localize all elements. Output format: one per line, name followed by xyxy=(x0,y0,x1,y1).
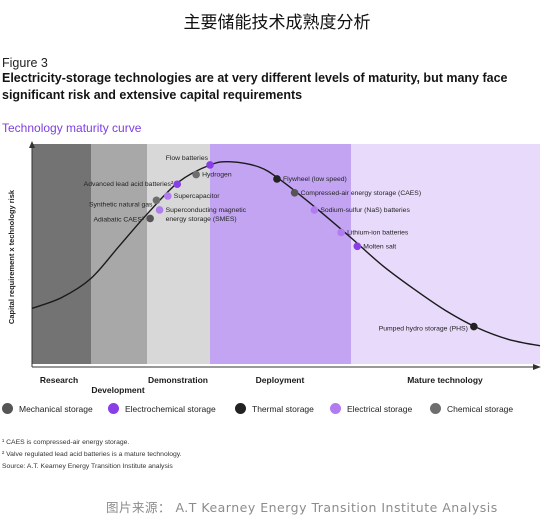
data-points: Flow batteries Hydrogen Advanced lead acid… xyxy=(84,155,478,333)
point-label-supercapacitor: Supercapacitor xyxy=(174,193,220,200)
figure-title: Electricity-storage technologies are at … xyxy=(2,71,508,102)
legend-item-thermal: Thermal storage xyxy=(235,403,314,414)
point-sodium-sulfur-nas-batteries xyxy=(310,206,319,214)
footnotes: ¹ CAES is compressed-air energy storage.… xyxy=(2,437,182,473)
figure-label: Figure 3 xyxy=(2,56,48,70)
point-label-pumped-hydro-storage-phs: Pumped hydro storage (PHS) xyxy=(379,326,468,333)
stage-label-mature: Mature technology xyxy=(407,375,483,385)
legend-item-electrical: Electrical storage xyxy=(330,403,412,414)
stage-band-development xyxy=(91,144,147,364)
x-axis-arrow xyxy=(533,364,541,370)
point-synthetic-natural-gas xyxy=(152,196,161,205)
point-superconducting-magnetic-energy-storage-smes xyxy=(155,206,164,214)
maturity-chart: Capital requirement x technology risk Fl… xyxy=(7,141,541,395)
maturity-curve xyxy=(31,160,541,347)
stage-label-development: Development xyxy=(91,385,145,395)
point-label-lithium-ion-batteries: Lithium-ion batteries xyxy=(347,229,409,236)
stage-label-deployment: Deployment xyxy=(256,375,305,385)
stage-band-mature xyxy=(351,144,540,364)
y-axis-arrow xyxy=(29,141,35,148)
point-label-hydrogen: Hydrogen xyxy=(202,172,232,179)
chart-axes xyxy=(29,141,541,370)
point-flywheel-low-speed xyxy=(273,175,281,183)
legend-swatch-chemical xyxy=(430,403,441,414)
point-label-compressed-air-energy-storage-caes: Compressed-air energy storage (CAES) xyxy=(301,190,422,197)
stage-band-research xyxy=(32,144,91,364)
point-label-advanced-lead-acid-batteries: Advanced lead acid batteries² xyxy=(84,181,174,188)
legend-swatch-thermal xyxy=(235,403,246,414)
point-lithium-ion-batteries xyxy=(337,228,345,237)
point-label-flow-batteries: Flow batteries xyxy=(166,155,209,162)
point-label-superconducting-magnetic-energy-storage-smes: Superconducting magnetic energy storage (… xyxy=(166,207,247,223)
source-credit: 图片来源： A.T Kearney Energy Transition Inst… xyxy=(106,500,498,515)
chart-subtitle: Technology maturity curve xyxy=(2,121,142,135)
point-label-adiabatic-caes: Adiabatic CAES¹ xyxy=(94,216,145,223)
point-label-molten-salt: Molten salt xyxy=(363,243,396,250)
legend-swatch-electrical xyxy=(330,403,341,414)
legend-label-electrochemical: Electrochemical storage xyxy=(125,403,216,414)
legend-item-electrochemical: Electrochemical storage xyxy=(108,403,216,414)
stage-label-research: Research xyxy=(40,375,78,385)
legend-label-mechanical: Mechanical storage xyxy=(19,403,93,414)
point-label-flywheel-low-speed: Flywheel (low speed) xyxy=(283,176,347,183)
legend-item-mechanical: Mechanical storage xyxy=(2,403,93,414)
footnote-lead-acid: ² Valve regulated lead acid batteries is… xyxy=(2,451,182,458)
point-adiabatic-caes xyxy=(146,214,154,223)
point-molten-salt xyxy=(353,242,362,251)
legend-item-chemical: Chemical storage xyxy=(430,403,513,414)
point-compressed-air-energy-storage-caes xyxy=(290,189,299,197)
footnote-caes: ¹ CAES is compressed-air energy storage. xyxy=(2,439,130,446)
legend-label-electrical: Electrical storage xyxy=(347,403,413,414)
legend-label-chemical: Chemical storage xyxy=(447,403,514,414)
legend-swatch-electrochemical xyxy=(108,403,119,414)
y-axis-label: Capital requirement x technology risk xyxy=(7,189,16,324)
point-advanced-lead-acid-batteries xyxy=(173,180,182,189)
legend-swatch-mechanical xyxy=(2,403,13,414)
point-supercapacitor xyxy=(163,192,172,200)
source-note: Source: A.T. Kearney Energy Transition I… xyxy=(2,463,173,470)
point-label-sodium-sulfur-nas-batteries: Sodium-sulfur (NaS) batteries xyxy=(320,207,410,214)
point-label-synthetic-natural-gas: Synthetic natural gas xyxy=(89,201,153,208)
point-flow-batteries xyxy=(206,161,214,169)
legend-label-thermal: Thermal storage xyxy=(252,403,314,414)
point-hydrogen xyxy=(192,170,200,179)
stage-label-demonstration: Demonstration xyxy=(148,375,208,385)
stage-band-demonstration xyxy=(147,144,210,364)
page-heading: 主要储能技术成熟度分析 xyxy=(183,13,371,33)
point-pumped-hydro-storage-phs xyxy=(470,322,478,331)
legend: Mechanical storage Electrochemical storag… xyxy=(2,403,554,419)
